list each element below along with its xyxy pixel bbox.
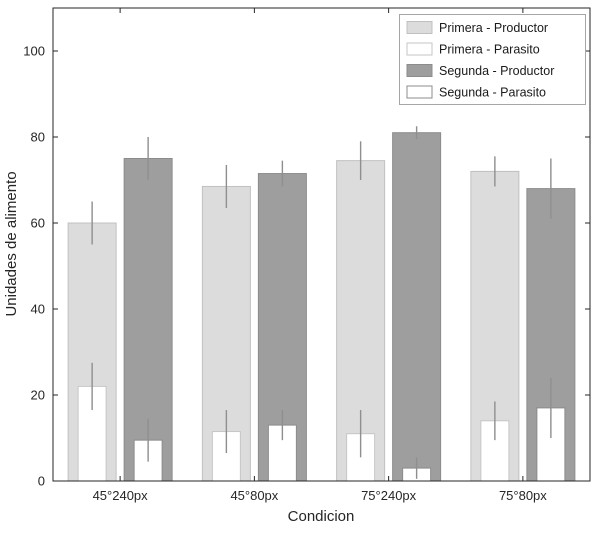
y-tick-label: 100 (23, 44, 45, 59)
x-tick-label: 45°240px (93, 488, 149, 503)
legend-label-primera-parasito: Primera - Parasito (439, 43, 540, 57)
x-tick-label: 75°80px (499, 488, 547, 503)
bar-segunda-productor-2 (392, 132, 442, 482)
y-tick-label: 40 (31, 302, 45, 317)
legend-swatch-segunda-productor (406, 64, 433, 77)
legend: Primera - Productor Primera - Parasito Seg… (399, 14, 586, 105)
legend-label-segunda-productor: Segunda - Productor (439, 64, 554, 78)
y-tick-label: 80 (31, 130, 45, 145)
legend-swatch-segunda-parasito (406, 85, 433, 99)
x-axis-label: Condicion (288, 508, 355, 525)
legend-label-primera-productor: Primera - Productor (439, 21, 548, 35)
y-tick-label: 0 (38, 474, 45, 489)
plot-border (52, 7, 591, 482)
y-tick-label: 60 (31, 216, 45, 231)
legend-swatch-primera-parasito (406, 42, 433, 56)
x-tick-label: 75°240px (361, 488, 417, 503)
y-tick-label: 20 (31, 388, 45, 403)
legend-label-segunda-parasito: Segunda - Parasito (439, 86, 546, 100)
legend-swatch-primera-productor (406, 21, 433, 34)
y-axis-label: Unidades de alimento (3, 171, 20, 316)
plot-area: 0 20 40 60 80 100 45°240px 45°80px 75°240px 75°80… (23, 7, 591, 503)
x-tick-label: 45°80px (230, 488, 278, 503)
